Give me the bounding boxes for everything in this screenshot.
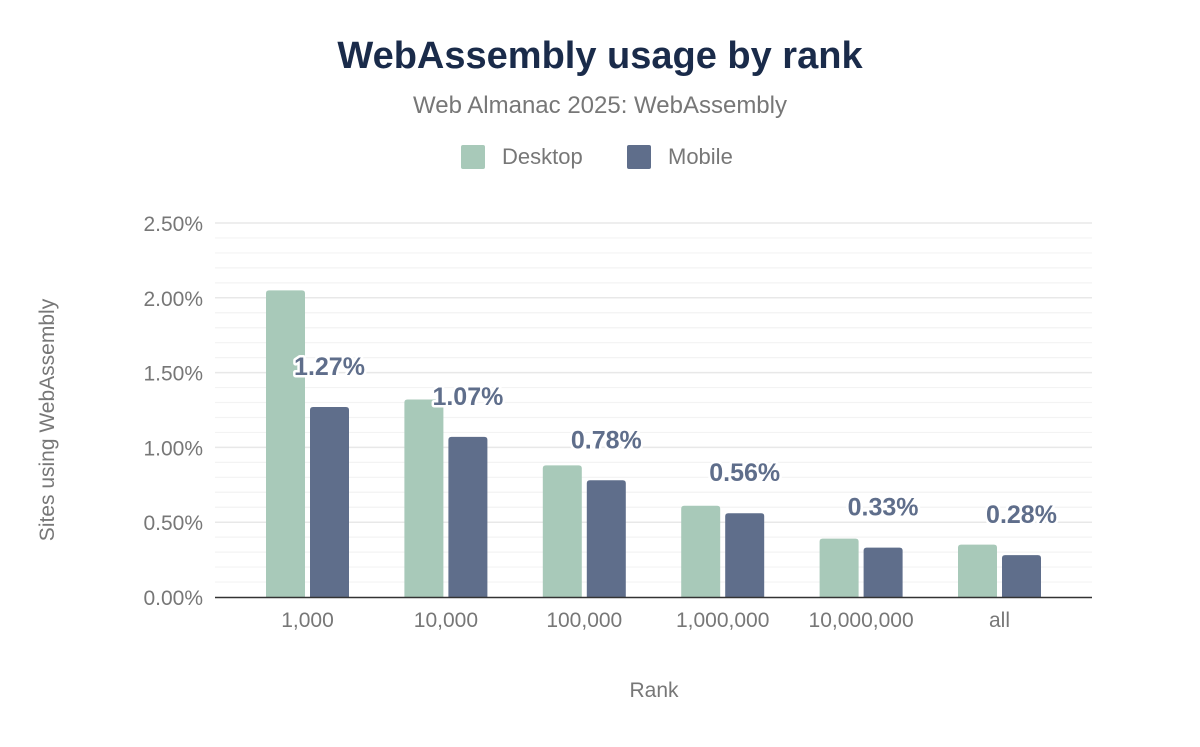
x-tick-label: 1,000 [281, 609, 334, 632]
x-tick-label: 10,000 [414, 609, 478, 632]
data-label: 0.56% [709, 459, 780, 487]
x-axis-ticks: 1,000 10,000 100,000 1,000,000 10,000,000 all [281, 609, 1010, 632]
bar-desktop [958, 544, 997, 597]
legend-label-desktop: Desktop [502, 144, 583, 169]
data-labels: 1.27% 1.07% 0.78% 0.56% 0.33% 0.28% [292, 351, 1060, 532]
y-tick-label: 1.50% [143, 363, 203, 386]
data-label: 0.28% [986, 501, 1057, 529]
x-tick-label: 100,000 [546, 609, 622, 632]
y-tick-label: 2.00% [143, 288, 203, 311]
legend-swatch-desktop [461, 145, 485, 169]
y-tick-label: 0.50% [143, 512, 203, 535]
x-tick-label: 10,000,000 [809, 609, 914, 632]
data-label: 0.33% [848, 494, 919, 522]
y-tick-label: 0.00% [143, 587, 203, 610]
data-label: 1.07% [432, 383, 503, 411]
chart-title: WebAssembly usage by rank [337, 35, 863, 77]
y-axis-ticks: 0.00% 0.50% 1.00% 1.50% 2.00% 2.50% [143, 213, 203, 610]
bars [266, 290, 1041, 597]
x-tick-label: all [989, 609, 1010, 632]
bar-mobile [448, 436, 488, 597]
bar-mobile [310, 407, 349, 597]
bar-desktop [681, 505, 721, 597]
bar-desktop [819, 538, 859, 597]
bar-desktop [542, 465, 582, 597]
bar-mobile [863, 547, 903, 597]
data-label: 0.78% [571, 426, 642, 454]
legend-label-mobile: Mobile [668, 144, 733, 169]
bar-mobile [725, 513, 765, 597]
gridlines [215, 222, 1092, 583]
data-label: 1.27% [294, 353, 365, 381]
bar-mobile [1002, 555, 1041, 597]
legend: Desktop Mobile [461, 144, 733, 169]
legend-swatch-mobile [627, 145, 651, 169]
y-tick-label: 1.00% [143, 437, 203, 460]
chart-subtitle: Web Almanac 2025: WebAssembly [413, 92, 787, 119]
y-axis-label: Sites using WebAssembly [36, 298, 59, 541]
bar-desktop [266, 290, 305, 597]
y-tick-label: 2.50% [143, 213, 203, 236]
bar-mobile [586, 480, 626, 597]
bar-desktop [404, 399, 444, 597]
x-tick-label: 1,000,000 [676, 609, 769, 632]
x-axis-label: Rank [629, 679, 679, 702]
